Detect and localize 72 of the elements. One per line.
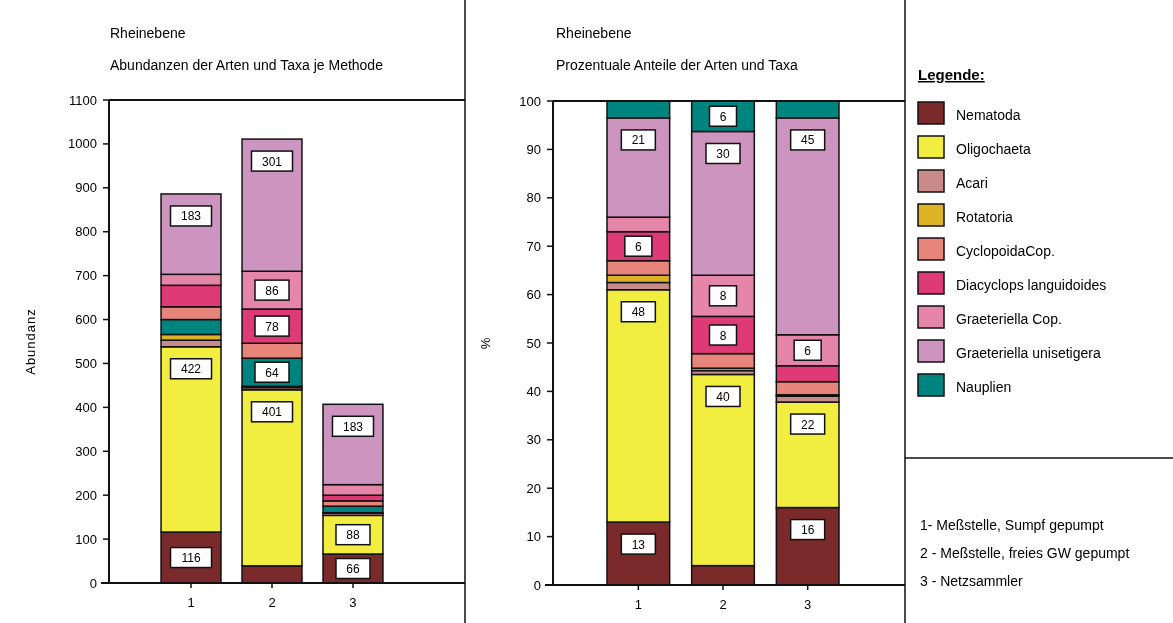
data-label: 45 — [800, 133, 815, 148]
x-tick-label: 3 — [349, 595, 357, 610]
data-label: 48 — [631, 305, 646, 320]
y-tick-label: 700 — [75, 268, 97, 284]
data-label: 401 — [261, 405, 283, 420]
legend-label: Nauplien — [956, 379, 1012, 395]
data-label: 183 — [342, 419, 364, 434]
data-label: 78 — [265, 319, 279, 334]
y-tick-label: 70 — [526, 238, 541, 254]
data-label: 8 — [719, 328, 727, 343]
y-tick-label: 1100 — [69, 92, 97, 108]
y-tick-label: 1000 — [68, 136, 97, 152]
data-label: 301 — [261, 154, 283, 169]
y-tick-label: 0 — [533, 577, 541, 593]
y-tick-label: 30 — [526, 432, 541, 448]
legend-title: Legende: — [918, 66, 985, 83]
legend-label: Acari — [956, 175, 988, 191]
chart-title: Rheinebene — [556, 25, 632, 41]
legend-label: Graeteriella Cop. — [956, 311, 1062, 327]
data-label: 30 — [716, 146, 730, 161]
y-tick-label: 0 — [89, 575, 97, 591]
y-tick-label: 200 — [75, 487, 97, 503]
y-tick-label: 300 — [75, 443, 97, 459]
chart-subtitle: Abundanzen der Arten und Taxa je Methode — [110, 57, 384, 73]
legend-label: Diacyclops languidoides — [956, 277, 1107, 293]
y-tick-label: 50 — [526, 335, 541, 351]
y-tick-label: 90 — [526, 141, 541, 157]
y-tick-label: 10 — [526, 529, 541, 545]
y-axis-title: % — [478, 336, 493, 350]
chart-title: Rheinebene — [110, 25, 186, 41]
data-label: 6 — [719, 109, 727, 124]
y-tick-label: 500 — [75, 355, 97, 371]
x-tick-label: 1 — [187, 595, 195, 610]
x-tick-label: 2 — [268, 595, 276, 610]
x-tick-label: 2 — [719, 597, 727, 612]
y-tick-label: 800 — [75, 224, 97, 240]
legend-label: Oligochaeta — [956, 141, 1031, 157]
data-label: 6 — [634, 239, 642, 254]
y-tick-label: 80 — [526, 190, 541, 206]
y-tick-label: 100 — [519, 93, 541, 109]
data-label: 88 — [346, 528, 360, 543]
data-label: 116 — [181, 551, 201, 566]
data-label: 13 — [631, 537, 646, 552]
y-tick-label: 600 — [75, 312, 97, 328]
data-label: 86 — [265, 283, 279, 298]
data-label: 183 — [181, 209, 202, 224]
y-tick-label: 900 — [75, 180, 97, 196]
data-label: 422 — [181, 362, 202, 377]
data-label: 22 — [800, 417, 815, 432]
text: 1- Meßstelle, Sumpf gepumpt — [920, 517, 1104, 533]
y-tick-label: 60 — [526, 287, 541, 303]
y-tick-label: 100 — [75, 531, 97, 547]
chart-subtitle: Prozentuale Anteile der Arten und Taxa — [556, 57, 799, 73]
y-axis-title: Abundanz — [23, 308, 38, 375]
legend-label: Graeteriella unisetigera — [956, 345, 1101, 361]
legend-label: Nematoda — [956, 107, 1021, 123]
legend-label: Rotatoria — [956, 209, 1014, 225]
y-tick-label: 400 — [75, 399, 97, 415]
data-label: 21 — [631, 133, 646, 148]
data-label: 16 — [800, 523, 815, 538]
text: 3 - Netzsammler — [920, 573, 1024, 589]
legend-label: CyclopoidaCop. — [956, 243, 1055, 259]
text: 2 - Meßstelle, freies GW gepumpt — [920, 545, 1130, 561]
data-label: 8 — [719, 289, 727, 304]
data-label: 6 — [804, 343, 812, 358]
data-label: 66 — [346, 562, 360, 577]
x-tick-label: 1 — [634, 597, 642, 612]
y-tick-label: 40 — [526, 383, 541, 399]
x-tick-label: 3 — [804, 597, 812, 612]
data-label: 40 — [716, 389, 730, 404]
y-tick-label: 20 — [526, 480, 541, 496]
data-label: 64 — [265, 365, 279, 380]
